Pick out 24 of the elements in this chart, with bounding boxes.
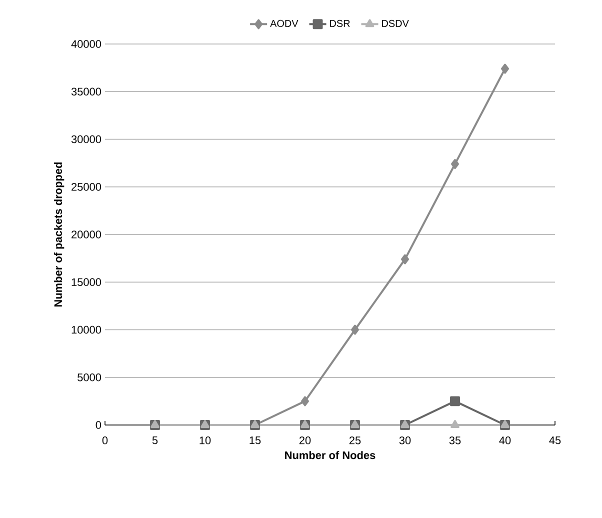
x-tick-label: 40 <box>499 436 511 444</box>
y-tick-label: 5000 <box>78 374 102 382</box>
y-tick-label: 30000 <box>71 135 102 144</box>
x-tick-label: 20 <box>299 436 311 444</box>
x-tick-label: 0 <box>102 436 108 444</box>
x-tick-label: 45 <box>549 436 561 444</box>
y-tick-label: 35000 <box>71 88 102 96</box>
legend-label: AODV <box>270 20 298 27</box>
x-axis-title: Number of Nodes <box>285 451 376 460</box>
x-tick-label: 10 <box>200 436 211 444</box>
legend-label: DSDV <box>382 20 409 27</box>
y-tick-label: 0 <box>96 421 102 429</box>
y-tick-label: 25000 <box>72 183 102 191</box>
x-tick-label: 35 <box>449 436 461 444</box>
x-tick-label: 25 <box>349 436 361 444</box>
x-tick-label: 15 <box>250 436 261 444</box>
y-tick-label: 40000 <box>71 40 102 48</box>
x-tick-label: 30 <box>399 436 411 444</box>
y-axis-title: Number of packets dropped <box>54 162 64 307</box>
x-tick-label: 5 <box>152 436 158 444</box>
legend-label: DSR <box>330 20 350 27</box>
y-tick-label: 10000 <box>72 326 102 334</box>
y-tick-label: 15000 <box>72 278 102 286</box>
y-tick-label: 20000 <box>72 230 102 238</box>
